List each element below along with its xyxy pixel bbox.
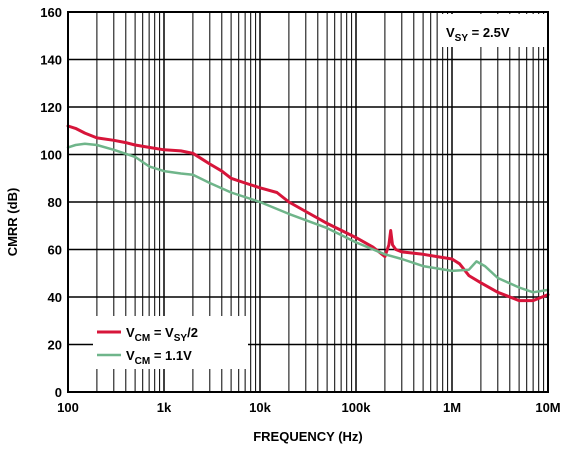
y-tick-label: 0 — [55, 385, 62, 400]
y-tick-label: 160 — [40, 5, 62, 20]
plot-frame — [67, 11, 549, 393]
y-tick-label: 60 — [48, 243, 62, 258]
y-tick-label: 140 — [40, 53, 62, 68]
y-tick-label: 120 — [40, 100, 62, 115]
series-line-green — [66, 142, 550, 294]
supply-annotation-text: VSY = 2.5V — [446, 25, 510, 44]
legend-label-red: VCM = VSY/2 — [126, 325, 198, 344]
tick-labels: 100 1k 10k 100k 1M 10M 0 20 40 60 80 100 120 140 160 — [40, 5, 560, 415]
legend-label-green: VCM = 1.1V — [126, 348, 192, 367]
y-tick-label: 40 — [48, 290, 62, 305]
y-tick-label: 80 — [48, 195, 62, 210]
supply-annotation: VSY = 2.5V — [439, 14, 546, 47]
y-axis-title: CMRR (dB) — [5, 188, 20, 257]
y-tick-label: 20 — [48, 338, 62, 353]
x-tick-label: 100k — [342, 400, 372, 415]
x-tick-label: 100 — [57, 400, 79, 415]
supply-annotation-box — [439, 14, 546, 47]
series-layer — [66, 124, 550, 303]
x-tick-label: 1M — [443, 400, 461, 415]
x-tick-label: 1k — [157, 400, 172, 415]
x-tick-label: 10M — [535, 400, 560, 415]
y-tick-label: 100 — [40, 148, 62, 163]
legend: VCM = VSY/2 VCM = 1.1V — [93, 316, 248, 369]
x-axis-title: FREQUENCY (Hz) — [253, 429, 363, 444]
legend-box — [93, 316, 248, 369]
x-tick-label: 10k — [249, 400, 271, 415]
series-line-red — [66, 124, 550, 303]
